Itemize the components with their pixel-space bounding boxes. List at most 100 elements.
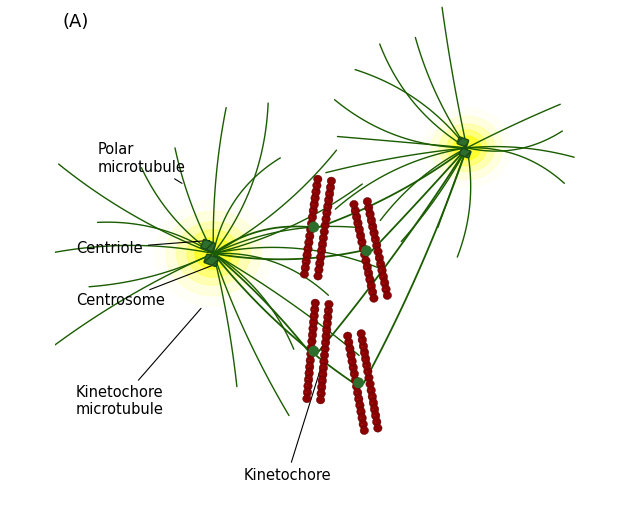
Ellipse shape: [308, 360, 310, 361]
Ellipse shape: [306, 385, 308, 386]
Ellipse shape: [325, 189, 334, 198]
Ellipse shape: [360, 250, 369, 258]
Ellipse shape: [303, 251, 311, 260]
Ellipse shape: [166, 211, 261, 296]
Ellipse shape: [323, 202, 332, 211]
Ellipse shape: [322, 332, 330, 341]
Circle shape: [362, 246, 371, 256]
Ellipse shape: [308, 366, 309, 367]
Ellipse shape: [325, 300, 333, 308]
Ellipse shape: [369, 398, 378, 408]
Ellipse shape: [349, 363, 357, 372]
Ellipse shape: [374, 424, 382, 432]
Text: Kinetochore
microtubule: Kinetochore microtubule: [76, 308, 201, 418]
Ellipse shape: [357, 407, 365, 416]
Circle shape: [309, 346, 318, 356]
Ellipse shape: [311, 194, 320, 203]
Ellipse shape: [362, 352, 364, 353]
Ellipse shape: [355, 394, 363, 403]
Ellipse shape: [311, 328, 313, 329]
Ellipse shape: [306, 356, 315, 365]
Ellipse shape: [352, 376, 360, 384]
Ellipse shape: [306, 226, 315, 234]
Ellipse shape: [320, 228, 329, 235]
Ellipse shape: [323, 208, 331, 217]
Ellipse shape: [310, 334, 312, 335]
Ellipse shape: [318, 376, 327, 385]
Ellipse shape: [372, 409, 375, 410]
Ellipse shape: [318, 383, 326, 392]
Ellipse shape: [371, 411, 380, 420]
Ellipse shape: [308, 331, 316, 340]
Ellipse shape: [325, 323, 327, 324]
Ellipse shape: [319, 250, 322, 251]
Ellipse shape: [321, 345, 329, 353]
Ellipse shape: [364, 203, 373, 212]
Ellipse shape: [366, 273, 368, 274]
Ellipse shape: [352, 212, 361, 221]
Ellipse shape: [326, 183, 335, 192]
Ellipse shape: [303, 267, 305, 268]
Ellipse shape: [352, 382, 360, 390]
Ellipse shape: [308, 337, 316, 346]
Ellipse shape: [310, 216, 312, 218]
Ellipse shape: [318, 370, 327, 379]
Ellipse shape: [361, 424, 363, 425]
Ellipse shape: [319, 363, 327, 373]
Ellipse shape: [357, 231, 365, 240]
Ellipse shape: [369, 222, 377, 231]
Ellipse shape: [355, 223, 358, 224]
Ellipse shape: [313, 197, 315, 199]
Ellipse shape: [348, 348, 350, 350]
Ellipse shape: [320, 351, 329, 359]
Text: Centrosome: Centrosome: [76, 265, 214, 308]
Ellipse shape: [306, 248, 308, 249]
Ellipse shape: [348, 356, 357, 366]
Text: Polar
microtubule: Polar microtubule: [97, 142, 185, 183]
Ellipse shape: [323, 342, 325, 343]
FancyBboxPatch shape: [459, 148, 471, 158]
Ellipse shape: [353, 210, 355, 212]
Ellipse shape: [328, 186, 330, 188]
Ellipse shape: [320, 380, 322, 381]
Ellipse shape: [360, 348, 369, 357]
Ellipse shape: [350, 370, 359, 378]
Ellipse shape: [371, 235, 380, 243]
Ellipse shape: [305, 369, 313, 378]
Ellipse shape: [370, 397, 372, 398]
Ellipse shape: [319, 393, 321, 394]
FancyBboxPatch shape: [204, 254, 218, 267]
Ellipse shape: [321, 367, 323, 369]
Ellipse shape: [313, 175, 322, 183]
Ellipse shape: [325, 316, 327, 317]
Ellipse shape: [317, 389, 325, 398]
Ellipse shape: [366, 275, 374, 284]
Ellipse shape: [371, 403, 373, 404]
Ellipse shape: [376, 260, 385, 269]
Ellipse shape: [177, 222, 250, 285]
Ellipse shape: [302, 395, 311, 403]
Ellipse shape: [362, 361, 371, 370]
Text: (A): (A): [63, 13, 89, 31]
Ellipse shape: [312, 187, 320, 196]
Ellipse shape: [359, 235, 360, 237]
Ellipse shape: [369, 286, 371, 287]
Ellipse shape: [366, 208, 368, 209]
Ellipse shape: [187, 230, 240, 277]
Ellipse shape: [304, 244, 312, 253]
Ellipse shape: [453, 136, 480, 159]
Ellipse shape: [314, 272, 322, 280]
Ellipse shape: [308, 235, 309, 237]
Ellipse shape: [308, 220, 316, 228]
Ellipse shape: [367, 216, 376, 225]
Ellipse shape: [309, 206, 318, 215]
Ellipse shape: [355, 225, 364, 234]
Ellipse shape: [362, 257, 370, 265]
Ellipse shape: [318, 240, 327, 249]
Ellipse shape: [371, 227, 373, 228]
Ellipse shape: [358, 238, 366, 246]
Ellipse shape: [312, 315, 314, 316]
Ellipse shape: [373, 239, 375, 240]
Ellipse shape: [359, 342, 367, 351]
Ellipse shape: [305, 392, 307, 393]
